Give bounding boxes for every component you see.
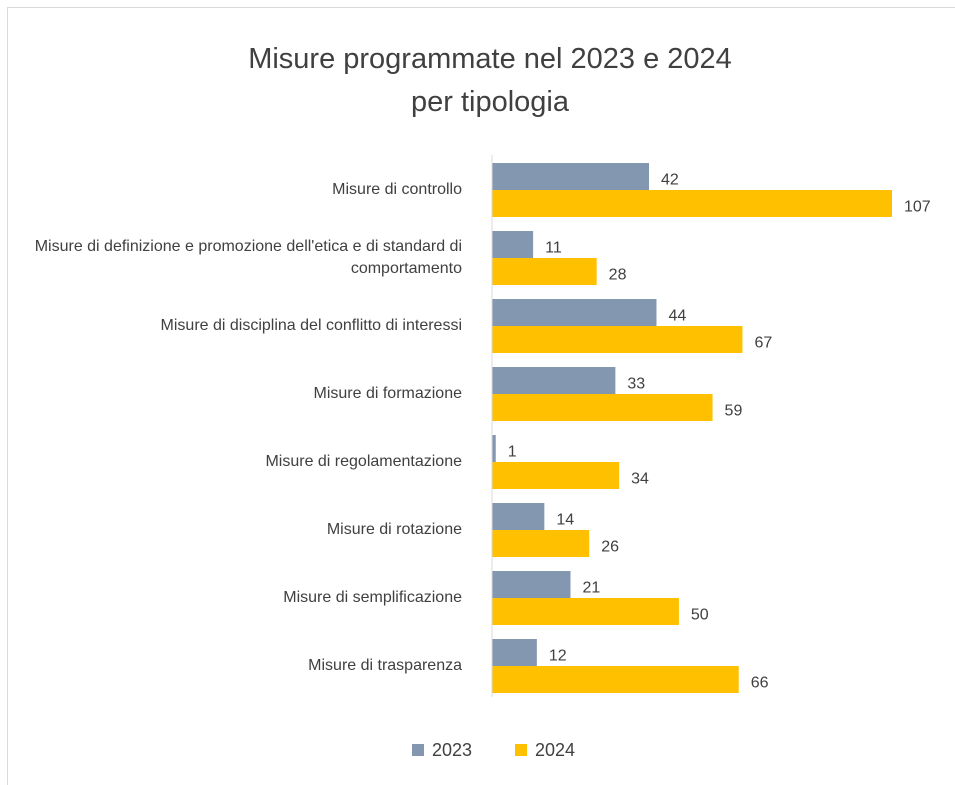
bar — [492, 598, 679, 625]
category-label: Misure di definizione e promozione dell'… — [34, 238, 462, 277]
bar — [492, 258, 597, 285]
bar — [492, 299, 657, 326]
bar — [492, 571, 571, 598]
bar — [492, 530, 590, 557]
legend-label: 2024 — [535, 740, 575, 760]
data-label: 44 — [668, 308, 686, 325]
chart-border — [7, 7, 955, 785]
data-label: 26 — [601, 539, 619, 556]
bar — [492, 435, 496, 462]
legend-swatch — [515, 744, 527, 756]
data-label: 42 — [661, 172, 679, 189]
bar — [492, 394, 713, 421]
bar — [492, 190, 892, 217]
data-label: 59 — [725, 403, 743, 420]
data-label: 21 — [583, 580, 601, 597]
category-label: Misure di controllo — [332, 181, 462, 198]
legend-label: 2023 — [432, 740, 472, 760]
data-label: 28 — [609, 267, 627, 284]
legend-swatch — [412, 744, 424, 756]
category-label: Misure di semplificazione — [283, 589, 462, 606]
data-label: 12 — [549, 648, 567, 665]
category-label: Misure di regolamentazione — [265, 453, 462, 470]
data-label: 66 — [751, 675, 769, 692]
bar — [492, 503, 545, 530]
category-label: Misure di formazione — [313, 385, 463, 402]
category-label: Misure di trasparenza — [308, 657, 462, 674]
bar — [492, 462, 620, 489]
data-label: 33 — [627, 376, 645, 393]
data-label: 34 — [631, 471, 649, 488]
bar — [492, 231, 534, 258]
category-label: Misure di rotazione — [326, 521, 462, 538]
bar — [492, 666, 739, 693]
data-label: 50 — [691, 607, 709, 624]
chart-title: Misure programmate nel 2023 e 2024 per ti… — [248, 43, 732, 118]
category-label: Misure di disciplina del conflitto di in… — [160, 317, 462, 334]
data-label: 14 — [556, 512, 574, 529]
bar — [492, 326, 743, 353]
bar — [492, 163, 650, 190]
data-label: 107 — [904, 199, 931, 216]
data-label: 1 — [508, 444, 517, 461]
data-label: 67 — [754, 335, 772, 352]
bar — [492, 639, 537, 666]
bar — [492, 367, 616, 394]
data-label: 11 — [545, 240, 562, 257]
